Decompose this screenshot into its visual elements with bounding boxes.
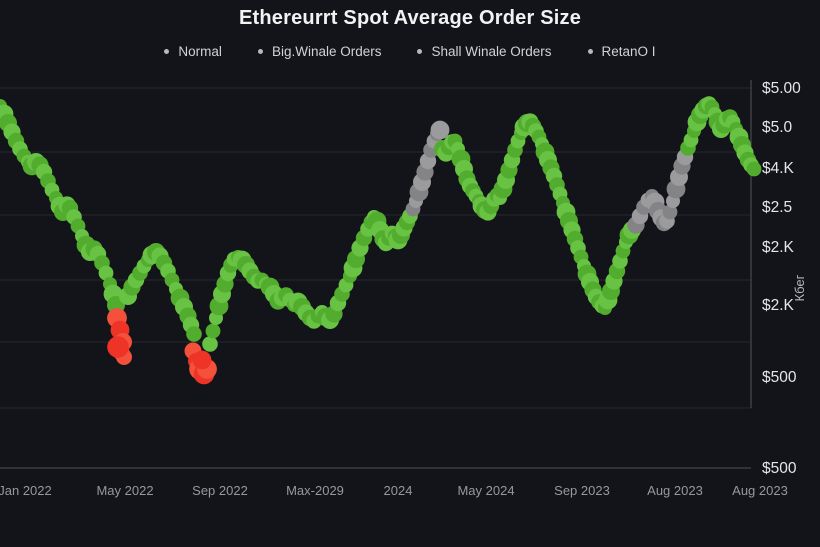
legend-marker-icon [417,49,423,54]
x-axis-tick: Aug 2023 [732,483,788,498]
data-point-green [98,265,114,281]
x-axis-tick: 2024 [384,483,413,498]
y-axis-label: $5.00 [762,80,801,97]
y-axis-labels: $5.00 $5.0 $4.K $2.5 $2.K $2.K $500 $500 [762,80,801,477]
data-point-green [205,323,221,339]
legend-marker-icon [164,49,170,54]
legend-label: Normal [178,44,222,59]
legend-label: Shall Winale Orders [431,44,552,59]
legend-marker-icon [587,49,593,54]
gridlines [0,87,751,409]
legend-label: RetanO I [601,44,656,59]
legend-marker-icon [257,49,263,54]
data-point-green [186,326,202,342]
data-point-green [746,161,762,177]
x-axis-tick: Aug 2023 [647,483,703,498]
y-axis-label: $500 [762,460,797,477]
y-axis-label: $500 [762,369,797,386]
x-axis-tick: Jan 2022 [0,483,52,498]
legend-item-normal: Normal [164,44,222,59]
data-point-gray [430,120,450,140]
x-axis-tick: Sep 2023 [554,483,610,498]
y-axis-label: $2.K [762,239,795,256]
y-axis-label: $2.K [762,297,795,314]
data-point-red [107,336,129,358]
x-axis-tick: May 2022 [96,483,153,498]
x-axis-ticks: Jan 2022 May 2022 Sep 2022 Max-2029 2024 May … [0,483,788,498]
y-axis-label: $5.0 [762,119,793,136]
y-axis-title: Кбег [792,274,807,301]
x-axis-tick: Max-2029 [286,483,344,498]
legend-label: Big.Winale Orders [271,44,382,59]
x-axis-tick: May 2024 [457,483,514,498]
chart-legend: Normal Big.Winale Orders Shall Winale Or… [0,44,820,59]
x-axis-tick: Sep 2022 [192,483,248,498]
legend-item-big-winale-orders: Big.Winale Orders [257,44,382,59]
data-point-green [202,336,218,352]
data-point-red [192,350,212,370]
chart-title: Ethereurrt Spot Average Order Size [238,7,582,29]
y-axis-label: $2.5 [762,199,792,216]
legend-item-shall-winale-orders: Shall Winale Orders [417,44,552,59]
axes [0,80,752,469]
series-dots [0,96,762,385]
legend-item-retano: RetanO I [587,44,656,59]
y-axis-label: $4.K [762,160,795,177]
data-point-gray [662,204,678,220]
